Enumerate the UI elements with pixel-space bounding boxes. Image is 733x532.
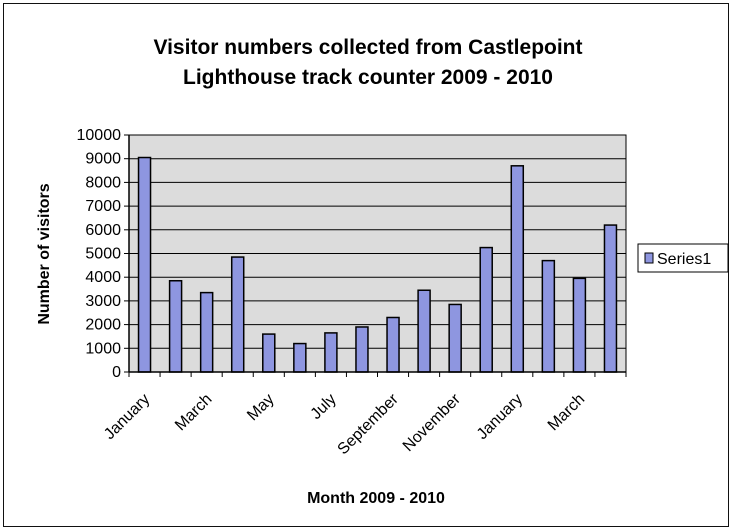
x-tick-label: November [400,390,465,455]
bar [417,289,431,373]
y-axis-title: Number of visitors [36,183,53,324]
x-axis-title: Month 2009 - 2010 [307,490,445,507]
bar [168,280,183,373]
y-tick-label: 0 [112,364,121,381]
y-tick-label: 5000 [85,246,121,263]
y-tick-label: 1000 [85,340,121,357]
bar [386,316,400,373]
y-tick-label: 9000 [85,151,121,168]
bar [137,156,152,373]
x-tick-label: September [334,390,402,458]
bar [262,333,276,373]
bar [199,291,214,373]
y-tick-label: 4000 [85,269,121,286]
y-tick-label: 2000 [85,317,121,334]
chart-frame: Visitor numbers collected from Castlepoi… [3,3,729,527]
bar [603,224,618,373]
x-tick-label: March [172,391,215,434]
y-tick-label: 10000 [77,127,122,144]
chart-title-line-2: Lighthouse track counter 2009 - 2010 [183,66,553,89]
legend: Series1 [637,243,729,273]
bar [293,342,307,373]
chart-title-line-1: Visitor numbers collected from Castlepoi… [153,36,582,59]
bars [137,156,618,373]
bar [324,332,338,373]
x-tick-label: January [101,391,153,443]
bar [541,259,556,373]
legend-label: Series1 [657,251,711,268]
y-tick-label: 3000 [85,293,121,310]
y-tick-label: 7000 [85,198,121,215]
bar [479,246,493,373]
legend-swatch [644,252,654,264]
bar [572,277,587,373]
bar [230,256,245,373]
y-tick-label: 6000 [85,222,121,239]
bar [510,165,525,373]
x-tick-label: July [308,391,340,423]
x-tick-label: January [474,391,526,443]
x-tick-label: March [545,391,588,434]
y-ticks: 0 1000 2000 3000 4000 5000 6000 7000 8000 9000 100… [77,127,129,381]
bar-chart: Visitor numbers collected from Castlepoi… [36,36,729,507]
y-tick-label: 8000 [85,174,121,191]
bar [355,326,369,373]
x-tick-label: May [244,391,277,424]
bar [448,303,462,373]
